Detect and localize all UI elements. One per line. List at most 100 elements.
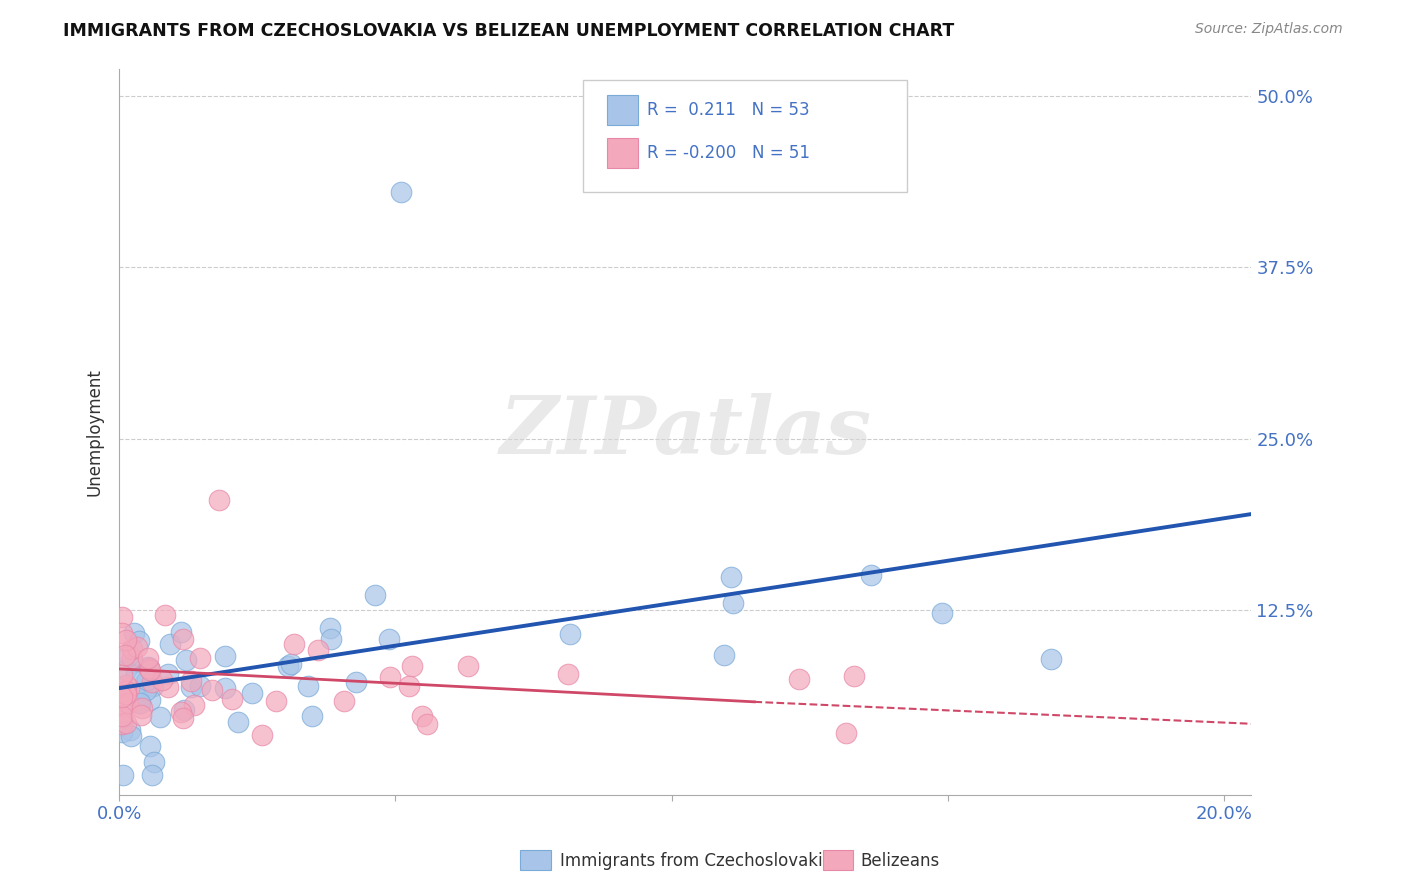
Text: Immigrants from Czechoslovakia: Immigrants from Czechoslovakia (560, 852, 832, 870)
Point (136, 651, 159, 665)
Point (139, 693, 162, 707)
Point (111, 668, 134, 682)
Point (129, 708, 152, 723)
Point (142, 679, 165, 693)
Point (411, 709, 433, 723)
Text: R = -0.200   N = 51: R = -0.200 N = 51 (647, 145, 810, 162)
Point (128, 633, 150, 648)
Point (364, 588, 387, 602)
Point (416, 717, 439, 731)
Point (118, 723, 141, 737)
Point (124, 626, 146, 640)
Point (931, 606, 953, 620)
Point (111, 724, 134, 739)
Point (138, 661, 160, 675)
Point (842, 669, 865, 683)
Point (155, 608, 177, 623)
Point (321, 632, 343, 646)
Point (118, 681, 141, 695)
Point (180, 680, 202, 694)
Point (120, 729, 142, 743)
Point (377, 632, 399, 647)
Point (174, 653, 197, 667)
Point (111, 610, 134, 624)
Point (266, 694, 288, 708)
Text: R =  0.211   N = 53: R = 0.211 N = 53 (647, 101, 810, 119)
Point (111, 690, 134, 705)
Point (172, 632, 194, 647)
Point (169, 625, 191, 640)
Point (307, 643, 329, 657)
Point (136, 673, 159, 687)
Point (114, 632, 136, 647)
Point (111, 709, 134, 723)
Point (457, 659, 479, 673)
Point (214, 681, 236, 695)
Point (188, 651, 211, 665)
Point (398, 679, 420, 693)
Text: Source: ZipAtlas.com: Source: ZipAtlas.com (1195, 22, 1343, 37)
Point (401, 658, 423, 673)
Point (720, 570, 742, 584)
Point (111, 680, 134, 694)
Y-axis label: Unemployment: Unemployment (86, 368, 103, 496)
Point (214, 648, 236, 663)
Point (128, 696, 150, 710)
Point (111, 717, 134, 731)
Point (141, 767, 163, 781)
Point (297, 679, 319, 693)
Point (221, 692, 243, 706)
Point (115, 687, 138, 701)
Point (560, 627, 582, 641)
Point (129, 696, 152, 710)
Text: IMMIGRANTS FROM CZECHOSLOVAKIA VS BELIZEAN UNEMPLOYMENT CORRELATION CHART: IMMIGRANTS FROM CZECHOSLOVAKIA VS BELIZE… (63, 22, 955, 40)
Point (121, 651, 143, 665)
Point (134, 674, 156, 689)
Point (125, 667, 148, 681)
Point (835, 726, 858, 740)
Point (138, 661, 160, 675)
Point (723, 596, 745, 610)
Point (188, 679, 211, 693)
Point (111, 767, 134, 781)
Point (111, 711, 134, 725)
Point (157, 667, 180, 681)
Point (150, 673, 173, 687)
Point (157, 680, 180, 694)
Point (115, 678, 138, 692)
Point (117, 696, 139, 710)
Point (557, 667, 579, 681)
Point (122, 656, 145, 670)
Point (139, 663, 162, 677)
Point (125, 640, 148, 654)
Point (139, 739, 162, 753)
Point (226, 714, 249, 729)
Point (389, 185, 412, 199)
Point (713, 648, 735, 662)
Point (172, 711, 194, 725)
Point (149, 709, 172, 723)
Point (114, 698, 136, 712)
Point (333, 694, 356, 708)
Point (301, 709, 323, 723)
Point (787, 672, 810, 686)
Point (277, 658, 299, 673)
Point (380, 670, 402, 684)
Point (344, 674, 367, 689)
Point (201, 682, 224, 697)
Point (1040, 651, 1063, 665)
Point (173, 702, 195, 716)
Point (159, 637, 181, 651)
Point (111, 625, 134, 640)
Point (141, 674, 163, 689)
Point (208, 493, 231, 508)
Point (240, 686, 263, 700)
Point (131, 700, 153, 714)
Point (121, 641, 143, 656)
Point (280, 657, 302, 671)
Point (114, 648, 136, 662)
Point (114, 663, 136, 677)
Point (283, 637, 305, 651)
Point (115, 683, 138, 698)
Point (135, 683, 157, 698)
